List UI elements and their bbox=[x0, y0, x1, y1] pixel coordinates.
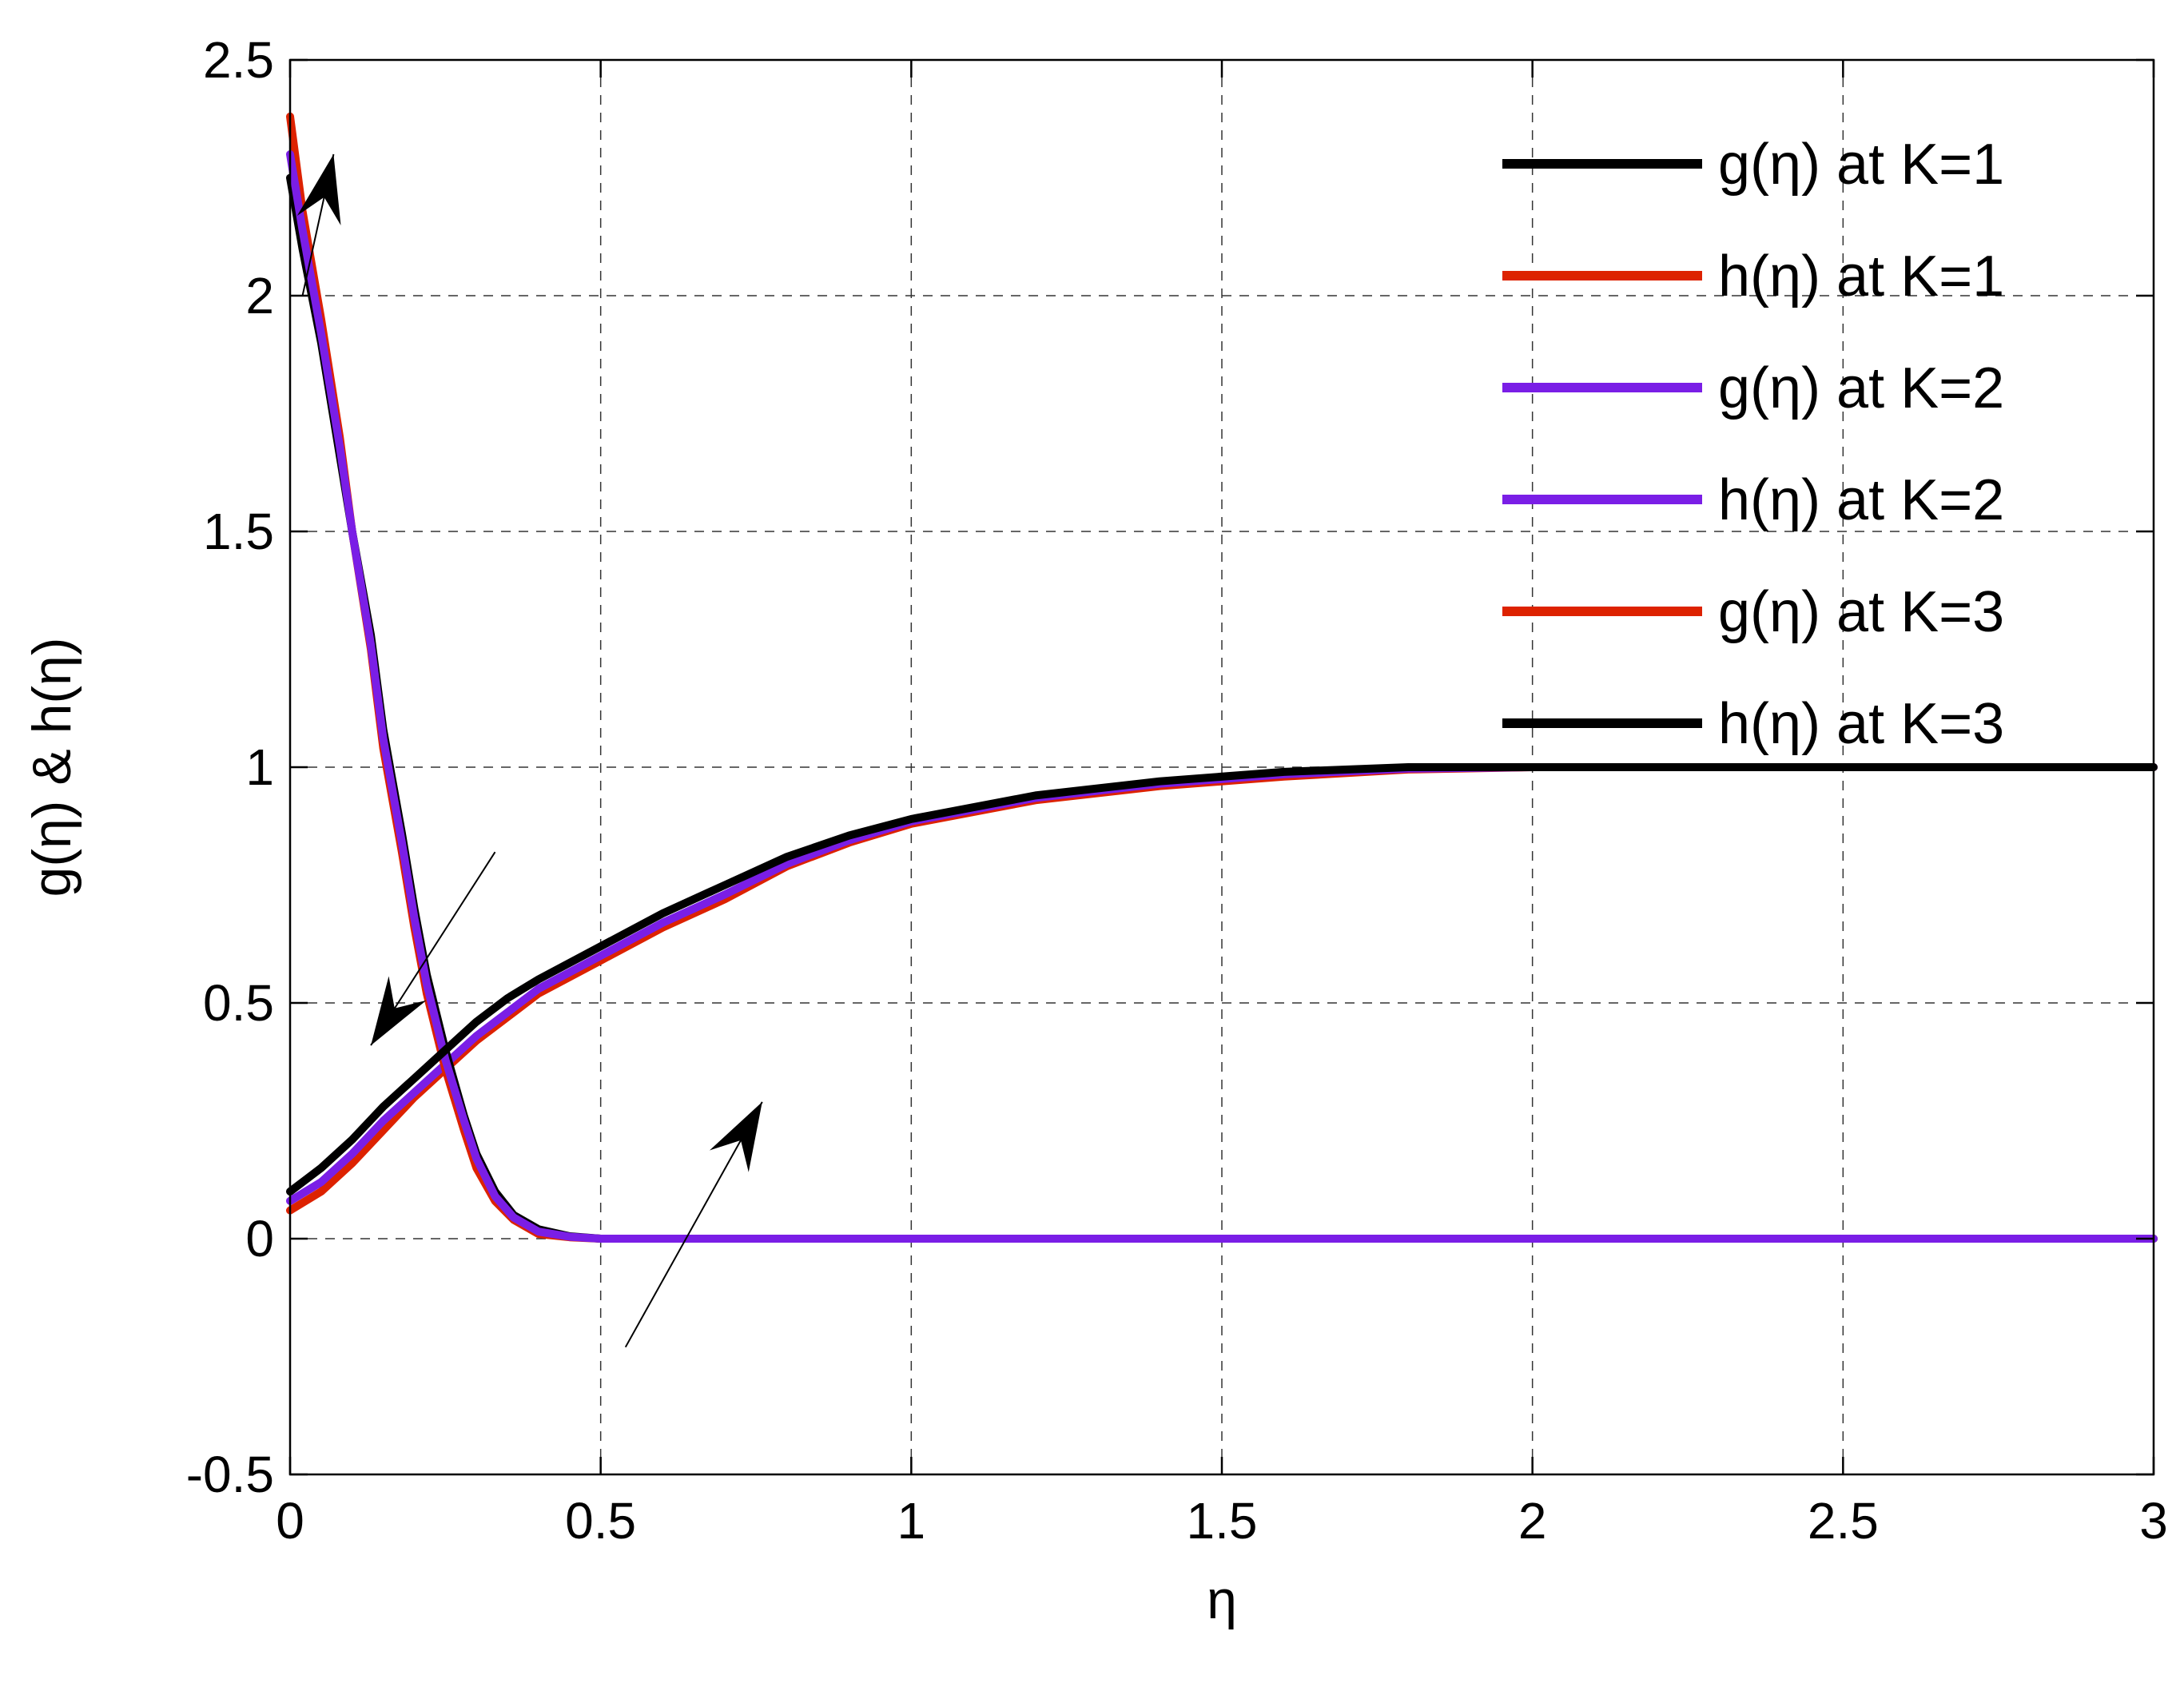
series-line bbox=[286, 763, 2158, 1196]
y-tick-label: 0 bbox=[245, 1210, 274, 1267]
y-tick-label: 2.5 bbox=[203, 31, 274, 89]
y-tick-label: 1 bbox=[245, 738, 274, 796]
x-tick-label: 2.5 bbox=[1808, 1492, 1879, 1550]
legend: g(η) at K=1 h(η) at K=1 g(η) at K=2 h(η) at… bbox=[1502, 133, 2004, 756]
tick-labels: 0 0.5 1 1.5 2 2.5 3-0.500.511.522.5 bbox=[186, 31, 2168, 1550]
axes-frame bbox=[288, 58, 2155, 1476]
arrow-head bbox=[296, 154, 341, 225]
y-tick-label: 1.5 bbox=[203, 503, 274, 560]
arrow-head bbox=[709, 1101, 762, 1172]
legend-label: g(η) at K=2 bbox=[1718, 356, 2004, 420]
y-tick-label: 2 bbox=[245, 267, 274, 324]
y-axis-label: g(η) & h(η) bbox=[22, 638, 82, 897]
x-tick-label: 0.5 bbox=[565, 1492, 636, 1550]
legend-label: h(η) at K=3 bbox=[1718, 692, 2004, 756]
annotation-arrows bbox=[296, 153, 763, 1348]
x-tick-label: 0 bbox=[276, 1492, 304, 1550]
y-tick-label: -0.5 bbox=[186, 1446, 274, 1503]
x-tick-label: 3 bbox=[2139, 1492, 2168, 1550]
legend-label: h(η) at K=2 bbox=[1718, 468, 2004, 532]
x-tick-label: 2 bbox=[1518, 1492, 1547, 1550]
arrow-head bbox=[371, 976, 427, 1046]
legend-label: g(η) at K=3 bbox=[1718, 580, 2004, 644]
x-tick-label: 1 bbox=[897, 1492, 926, 1550]
y-tick-label: 0.5 bbox=[203, 974, 274, 1032]
x-axis-label: η bbox=[1207, 1570, 1237, 1630]
x-tick-label: 1.5 bbox=[1187, 1492, 1258, 1550]
series-line bbox=[286, 150, 2158, 1243]
legend-label: h(η) at K=1 bbox=[1718, 245, 2004, 308]
legend-label: g(η) at K=1 bbox=[1718, 133, 2004, 197]
arrow-line bbox=[624, 1101, 763, 1348]
series-lines bbox=[286, 112, 2158, 1243]
